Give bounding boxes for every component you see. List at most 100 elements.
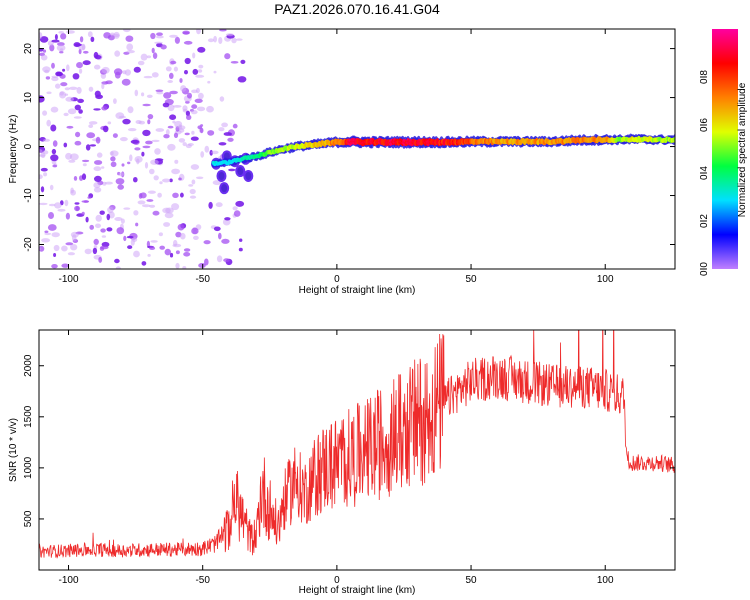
track-blob	[219, 182, 230, 195]
colorbar-tick-label: 0.6	[699, 118, 710, 132]
x-tick-label: 100	[597, 274, 614, 285]
noise-blob	[88, 121, 98, 125]
noise-blob	[189, 195, 197, 199]
noise-blob	[60, 82, 68, 87]
noise-blob	[126, 235, 134, 239]
noise-blob	[186, 114, 192, 120]
noise-blob	[131, 237, 138, 243]
noise-blob	[66, 125, 74, 129]
noise-blob	[40, 186, 45, 193]
noise-blob	[157, 192, 162, 198]
noise-blob	[169, 114, 177, 120]
noise-blob	[44, 230, 49, 234]
spectrogram-frame	[38, 28, 676, 270]
noise-blob	[85, 216, 89, 223]
noise-blob	[116, 227, 125, 235]
noise-blob	[167, 104, 175, 112]
noise-blob	[133, 210, 139, 216]
noise-blob	[213, 70, 217, 74]
noise-blob	[151, 47, 155, 54]
noise-blob	[115, 178, 125, 185]
y-tick-label: 10	[23, 92, 34, 104]
colorbar-gradient	[712, 29, 738, 269]
noise-blob	[152, 52, 158, 59]
noise-blob	[142, 129, 151, 137]
noise-blob	[159, 181, 163, 185]
noise-blob	[39, 36, 49, 43]
noise-blob	[150, 240, 158, 243]
noise-blob	[82, 159, 90, 163]
snr-ylabel: SNR (10 * v/v)	[8, 418, 19, 482]
colorbar-tick-label: 0.8	[699, 70, 710, 84]
spectrogram-noise-blobs	[39, 29, 247, 269]
noise-blob	[190, 110, 198, 115]
noise-blob	[122, 29, 131, 33]
noise-blob	[175, 250, 180, 255]
noise-blob	[184, 132, 190, 136]
noise-blob	[178, 177, 182, 181]
colorbar-tick-label: 0.0	[699, 262, 710, 276]
noise-blob	[138, 193, 143, 199]
noise-blob	[66, 30, 75, 34]
noise-blob	[191, 130, 195, 135]
noise-blob	[93, 182, 101, 189]
noise-blob	[198, 92, 204, 100]
noise-blob	[183, 248, 191, 252]
noise-blob	[165, 66, 172, 72]
noise-blob	[163, 92, 172, 99]
noise-blob	[149, 168, 155, 175]
noise-blob	[125, 35, 134, 42]
y-tick-label: 20	[23, 43, 34, 55]
noise-blob	[235, 200, 245, 207]
noise-blob	[54, 34, 58, 40]
noise-blob	[147, 253, 151, 257]
noise-blob	[141, 92, 145, 97]
noise-blob	[173, 105, 182, 108]
noise-blob	[232, 123, 238, 129]
noise-blob	[162, 178, 171, 183]
noise-blob	[216, 255, 223, 263]
noise-blob	[65, 212, 70, 220]
noise-blob	[44, 69, 50, 74]
noise-blob	[53, 244, 60, 252]
noise-blob	[133, 250, 140, 258]
noise-blob	[191, 179, 196, 185]
noise-blob	[39, 247, 42, 251]
noise-blob	[185, 110, 190, 117]
noise-blob	[149, 204, 156, 208]
y-tick-label: 1000	[23, 456, 34, 479]
noise-blob	[72, 73, 80, 80]
noise-blob	[183, 40, 193, 45]
noise-blob	[49, 44, 55, 52]
noise-blob	[218, 127, 225, 132]
noise-blob	[67, 252, 75, 256]
y-tick-label: 0	[23, 143, 34, 149]
noise-blob	[121, 163, 125, 167]
noise-blob	[100, 228, 106, 233]
noise-blob	[120, 218, 125, 224]
noise-blob	[117, 184, 124, 190]
noise-blob	[169, 34, 178, 38]
noise-blob	[206, 105, 214, 113]
noise-blob	[110, 151, 114, 156]
colorbar-tick-label: 0.4	[699, 166, 710, 180]
noise-blob	[107, 121, 112, 125]
noise-blob	[74, 104, 82, 111]
noise-blob	[197, 69, 203, 73]
noise-blob	[101, 106, 108, 111]
noise-blob	[135, 120, 142, 124]
noise-blob	[153, 175, 159, 181]
noise-blob	[133, 66, 141, 73]
noise-blob	[175, 231, 182, 238]
noise-blob	[149, 246, 156, 250]
noise-blob	[231, 37, 237, 44]
noise-blob	[192, 68, 199, 75]
noise-blob	[167, 80, 173, 83]
noise-blob	[224, 53, 231, 60]
noise-blob	[64, 87, 70, 91]
noise-blob	[121, 78, 131, 86]
noise-blob	[124, 69, 131, 76]
noise-blob	[94, 90, 101, 98]
noise-blob	[174, 159, 179, 164]
noise-blob	[101, 235, 107, 238]
